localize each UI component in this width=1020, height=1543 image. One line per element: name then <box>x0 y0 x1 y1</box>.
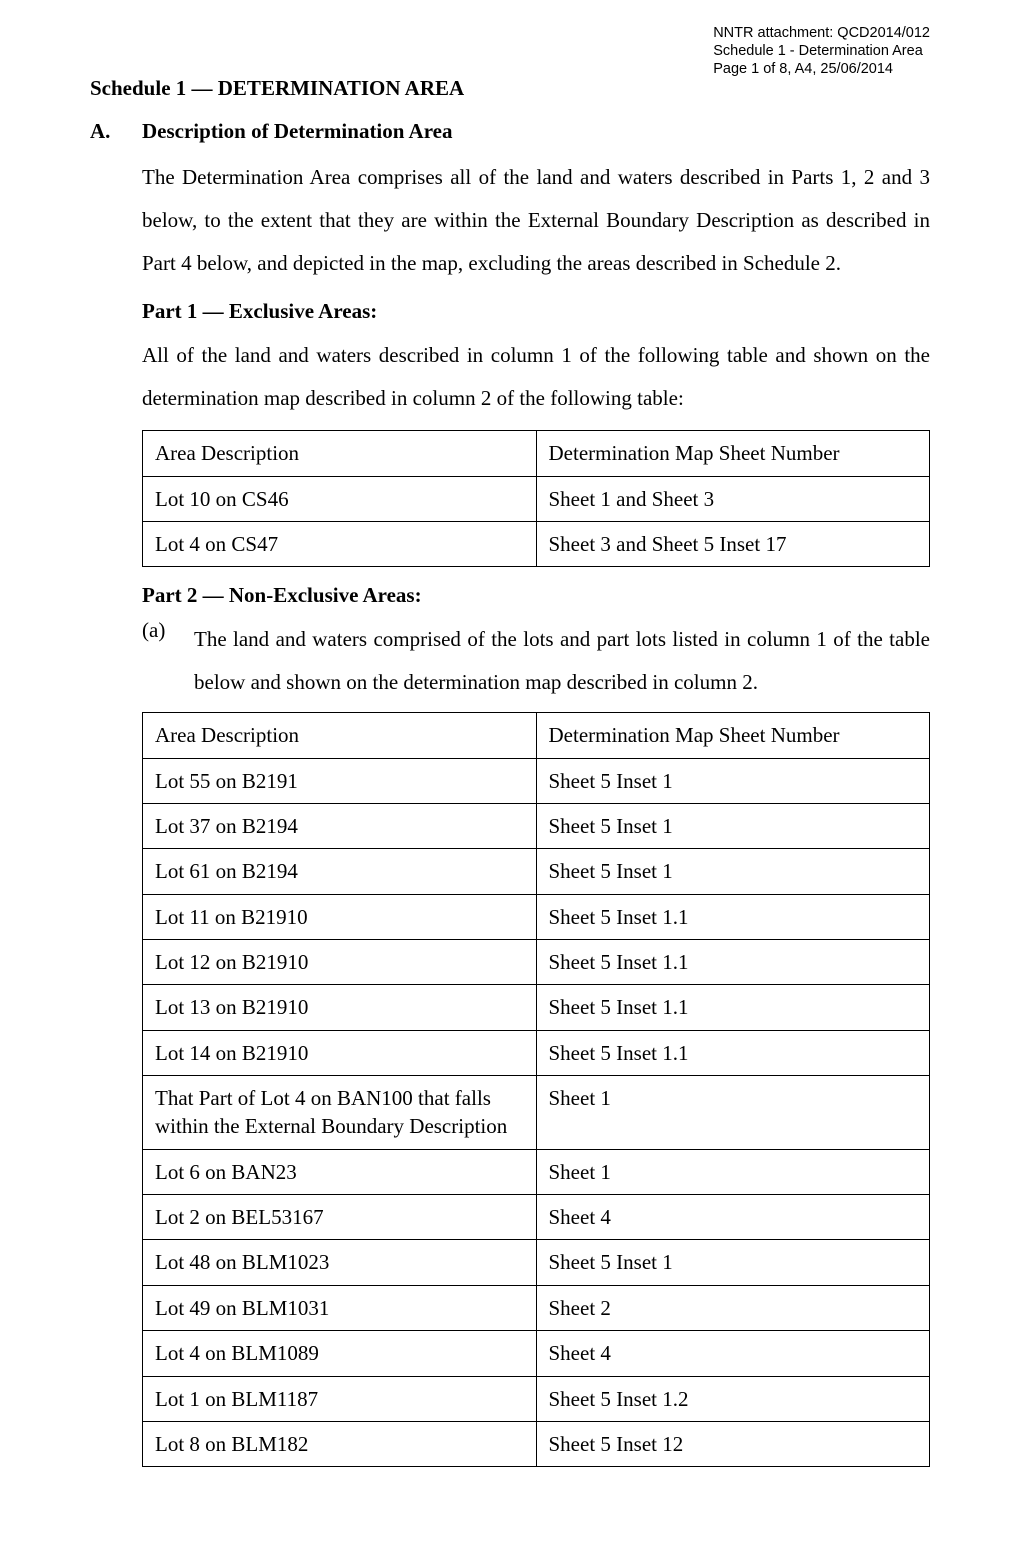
table-cell: Sheet 4 <box>536 1331 930 1376</box>
part-1-title: Part 1 — Exclusive Areas: <box>142 299 930 324</box>
sub-a-letter: (a) <box>142 618 194 704</box>
table-row: Lot 48 on BLM1023 Sheet 5 Inset 1 <box>143 1240 930 1285</box>
part-2-sub-a: (a) The land and waters comprised of the… <box>142 618 930 704</box>
section-a-body: The Determination Area comprises all of … <box>142 156 930 1467</box>
table-row: That Part of Lot 4 on BAN100 that falls … <box>143 1076 930 1150</box>
schedule-title: Schedule 1 — DETERMINATION AREA <box>90 76 930 101</box>
table-cell: Lot 49 on BLM1031 <box>143 1285 537 1330</box>
table-cell: Sheet 5 Inset 1.1 <box>536 985 930 1030</box>
table-cell: Lot 1 on BLM1187 <box>143 1376 537 1421</box>
table-cell: Sheet 5 Inset 1 <box>536 1240 930 1285</box>
section-a-title: Description of Determination Area <box>142 119 452 143</box>
table-row: Lot 37 on B2194 Sheet 5 Inset 1 <box>143 804 930 849</box>
table-cell: Sheet 5 Inset 1.1 <box>536 1030 930 1075</box>
table-cell: Sheet 5 Inset 1 <box>536 804 930 849</box>
table-cell: Lot 14 on B21910 <box>143 1030 537 1075</box>
table-cell: Sheet 5 Inset 1.1 <box>536 940 930 985</box>
table-header-cell: Area Description <box>143 431 537 476</box>
section-a-heading: A.Description of Determination Area <box>90 119 930 144</box>
table-cell: Lot 12 on B21910 <box>143 940 537 985</box>
table-cell: Sheet 1 <box>536 1076 930 1150</box>
table-cell: Lot 55 on B2191 <box>143 758 537 803</box>
section-a-letter: A. <box>90 119 142 144</box>
table-cell: Lot 4 on BLM1089 <box>143 1331 537 1376</box>
table-row: Lot 55 on B2191 Sheet 5 Inset 1 <box>143 758 930 803</box>
table-cell: Lot 10 on CS46 <box>143 476 537 521</box>
table-header-cell: Determination Map Sheet Number <box>536 431 930 476</box>
table-cell: Lot 61 on B2194 <box>143 849 537 894</box>
header-line-3: Page 1 of 8, A4, 25/06/2014 <box>713 60 930 78</box>
table-cell: Lot 6 on BAN23 <box>143 1149 537 1194</box>
table-cell: Lot 37 on B2194 <box>143 804 537 849</box>
table-cell: Sheet 2 <box>536 1285 930 1330</box>
table-row: Lot 12 on B21910 Sheet 5 Inset 1.1 <box>143 940 930 985</box>
table-cell: That Part of Lot 4 on BAN100 that falls … <box>143 1076 537 1150</box>
table-cell: Lot 8 on BLM182 <box>143 1421 537 1466</box>
table-row: Lot 4 on BLM1089 Sheet 4 <box>143 1331 930 1376</box>
table-row: Lot 6 on BAN23 Sheet 1 <box>143 1149 930 1194</box>
table-cell: Sheet 5 Inset 12 <box>536 1421 930 1466</box>
table-row: Lot 10 on CS46 Sheet 1 and Sheet 3 <box>143 476 930 521</box>
part-1-table: Area Description Determination Map Sheet… <box>142 430 930 567</box>
table-cell: Sheet 5 Inset 1 <box>536 849 930 894</box>
table-header-cell: Area Description <box>143 713 537 758</box>
table-cell: Sheet 5 Inset 1.1 <box>536 894 930 939</box>
section-a-paragraph: The Determination Area comprises all of … <box>142 156 930 285</box>
table-cell: Lot 13 on B21910 <box>143 985 537 1030</box>
table-row: Lot 8 on BLM182 Sheet 5 Inset 12 <box>143 1421 930 1466</box>
table-row: Lot 14 on B21910 Sheet 5 Inset 1.1 <box>143 1030 930 1075</box>
table-row: Area Description Determination Map Sheet… <box>143 713 930 758</box>
table-cell: Sheet 5 Inset 1.2 <box>536 1376 930 1421</box>
page: NNTR attachment: QCD2014/012 Schedule 1 … <box>0 0 1020 1543</box>
part-2-title: Part 2 — Non-Exclusive Areas: <box>142 583 930 608</box>
table-cell: Sheet 5 Inset 1 <box>536 758 930 803</box>
table-cell: Lot 4 on CS47 <box>143 521 537 566</box>
table-cell: Lot 2 on BEL53167 <box>143 1195 537 1240</box>
page-header: NNTR attachment: QCD2014/012 Schedule 1 … <box>713 24 930 78</box>
table-cell: Sheet 4 <box>536 1195 930 1240</box>
table-row: Lot 49 on BLM1031 Sheet 2 <box>143 1285 930 1330</box>
header-line-1: NNTR attachment: QCD2014/012 <box>713 24 930 42</box>
table-row: Lot 1 on BLM1187 Sheet 5 Inset 1.2 <box>143 1376 930 1421</box>
table-cell: Lot 48 on BLM1023 <box>143 1240 537 1285</box>
table-row: Lot 2 on BEL53167 Sheet 4 <box>143 1195 930 1240</box>
header-line-2: Schedule 1 - Determination Area <box>713 42 930 60</box>
table-row: Area Description Determination Map Sheet… <box>143 431 930 476</box>
table-cell: Lot 11 on B21910 <box>143 894 537 939</box>
table-row: Lot 13 on B21910 Sheet 5 Inset 1.1 <box>143 985 930 1030</box>
table-cell: Sheet 1 <box>536 1149 930 1194</box>
table-row: Lot 11 on B21910 Sheet 5 Inset 1.1 <box>143 894 930 939</box>
table-cell: Sheet 1 and Sheet 3 <box>536 476 930 521</box>
table-row: Lot 61 on B2194 Sheet 5 Inset 1 <box>143 849 930 894</box>
part-1-intro: All of the land and waters described in … <box>142 334 930 420</box>
table-header-cell: Determination Map Sheet Number <box>536 713 930 758</box>
part-2-table: Area Description Determination Map Sheet… <box>142 712 930 1467</box>
table-row: Lot 4 on CS47 Sheet 3 and Sheet 5 Inset … <box>143 521 930 566</box>
sub-a-text: The land and waters comprised of the lot… <box>194 618 930 704</box>
table-cell: Sheet 3 and Sheet 5 Inset 17 <box>536 521 930 566</box>
